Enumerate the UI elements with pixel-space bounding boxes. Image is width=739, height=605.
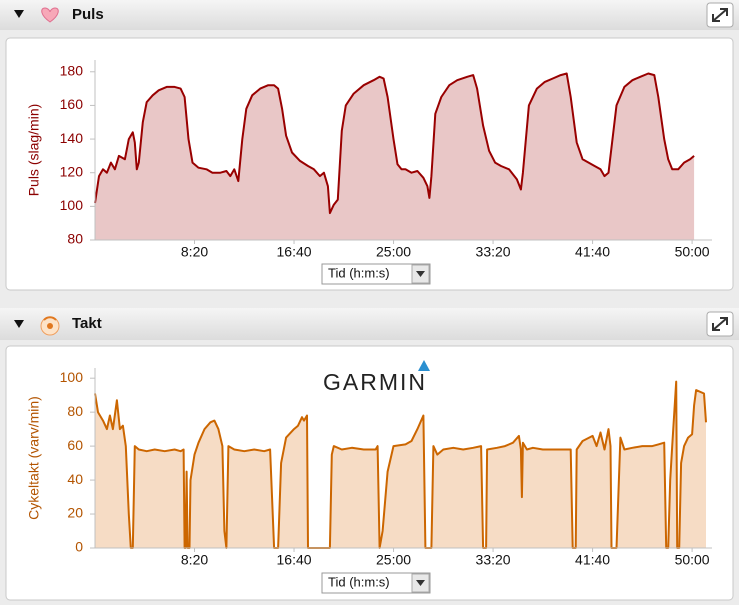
- x-tick-label: 33:20: [476, 244, 511, 260]
- y-tick-label: 20: [67, 505, 83, 521]
- logo: GARMIN: [323, 369, 427, 395]
- y-tick-label: 180: [60, 62, 84, 78]
- y-tick-label: 160: [60, 96, 84, 112]
- y-tick-label: 0: [75, 539, 83, 555]
- dropdown-label: Tid (h:m:s): [328, 574, 390, 589]
- y-tick-label: 60: [67, 437, 83, 453]
- expand-button[interactable]: [706, 2, 734, 28]
- x-axis-dropdown[interactable]: Tid (h:m:s): [321, 572, 431, 594]
- collapse-toggle[interactable]: [14, 320, 24, 328]
- panel-header: [0, 308, 739, 340]
- x-tick-label: 8:20: [181, 244, 208, 260]
- area-fill: [95, 381, 706, 548]
- x-tick-label: 41:40: [575, 552, 610, 568]
- panel-header: [0, 0, 739, 30]
- x-axis-dropdown[interactable]: Tid (h:m:s): [321, 263, 431, 285]
- panel-title: Takt: [72, 315, 102, 332]
- x-tick-label: 33:20: [476, 552, 511, 568]
- x-tick-label: 50:00: [675, 552, 710, 568]
- area-fill: [95, 73, 695, 240]
- x-tick-label: 16:40: [277, 244, 312, 260]
- y-tick-label: 100: [60, 197, 84, 213]
- dropdown-label: Tid (h:m:s): [328, 265, 390, 280]
- cadence-icon: [40, 316, 60, 336]
- x-tick-label: 16:40: [277, 552, 312, 568]
- collapse-toggle[interactable]: [14, 10, 24, 18]
- x-tick-label: 8:20: [181, 552, 208, 568]
- data-line: [94, 72, 695, 215]
- y-axis-label: Puls (slag/min): [26, 104, 42, 197]
- y-tick-label: 140: [60, 130, 84, 146]
- x-tick-label: 41:40: [575, 244, 610, 260]
- y-tick-label: 40: [67, 471, 83, 487]
- expand-button[interactable]: [706, 311, 734, 337]
- y-tick-label: 120: [60, 163, 84, 179]
- x-tick-label: 25:00: [376, 244, 411, 260]
- panel-title: Puls: [72, 6, 104, 23]
- x-tick-label: 50:00: [675, 244, 710, 260]
- y-tick-label: 100: [60, 369, 84, 385]
- y-tick-label: 80: [67, 403, 83, 419]
- heart-icon: [41, 7, 59, 23]
- x-tick-label: 25:00: [376, 552, 411, 568]
- y-tick-label: 80: [67, 231, 83, 247]
- logo-mark: [418, 360, 430, 371]
- y-axis-label: Cykeltakt (varv/min): [26, 396, 42, 520]
